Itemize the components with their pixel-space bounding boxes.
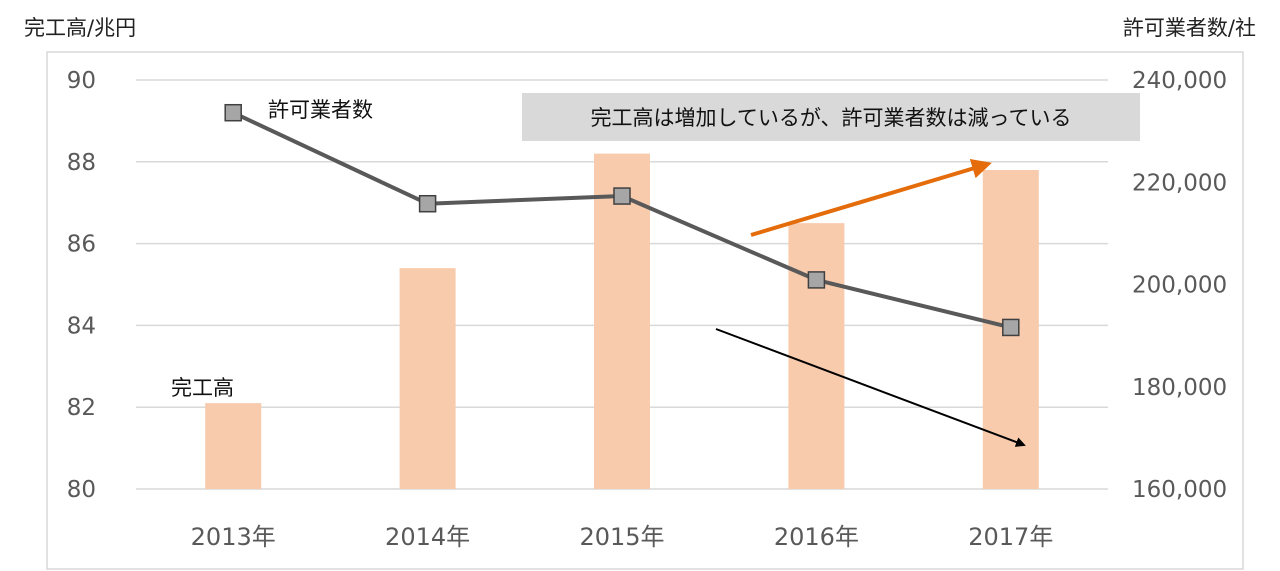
x-axis: 2013年 2014年 2015年 2016年 2017年 bbox=[191, 523, 1054, 551]
bar-series bbox=[205, 153, 1039, 490]
left-tick-label: 86 bbox=[67, 232, 96, 258]
x-tick-label: 2014年 bbox=[385, 523, 470, 551]
x-tick-label: 2016年 bbox=[774, 523, 859, 551]
left-axis: 80 82 84 86 88 90 bbox=[67, 68, 96, 503]
right-tick-label: 240,000 bbox=[1132, 68, 1227, 94]
bar bbox=[788, 223, 845, 489]
line-point bbox=[1002, 318, 1020, 337]
right-tick-label: 200,000 bbox=[1132, 273, 1227, 299]
line-point bbox=[418, 194, 437, 213]
left-tick-label: 82 bbox=[67, 395, 96, 421]
left-tick-label: 88 bbox=[67, 150, 96, 176]
line-point bbox=[224, 103, 242, 122]
line-series bbox=[224, 103, 1020, 337]
right-tick-label: 160,000 bbox=[1132, 477, 1227, 503]
x-tick-label: 2015年 bbox=[579, 523, 664, 551]
bar bbox=[594, 153, 650, 489]
left-tick-label: 80 bbox=[67, 477, 96, 503]
annotation-box bbox=[522, 93, 1140, 141]
annotation-text: 完工高は増加しているが、許可業者数は減っている bbox=[591, 106, 1072, 130]
x-tick-label: 2017年 bbox=[968, 523, 1053, 551]
right-tick-label: 220,000 bbox=[1132, 170, 1227, 196]
x-tick-label: 2013年 bbox=[191, 523, 276, 551]
bar-series-label: 完工高 bbox=[171, 376, 234, 400]
line-point bbox=[613, 187, 631, 205]
upward-trend-arrow bbox=[750, 159, 992, 237]
left-axis-title: 完工高/兆円 bbox=[24, 16, 137, 40]
left-tick-label: 90 bbox=[67, 68, 96, 94]
chart-frame bbox=[46, 51, 1244, 570]
left-tick-label: 84 bbox=[67, 313, 96, 339]
right-axis-title: 許可業者数/社 bbox=[1122, 16, 1256, 40]
downward-trend-arrow bbox=[715, 328, 1026, 447]
right-axis: 160,000 180,000 200,000 220,000 240,000 bbox=[1132, 68, 1227, 503]
bar bbox=[399, 268, 456, 489]
right-tick-label: 180,000 bbox=[1132, 375, 1227, 401]
bar bbox=[205, 403, 262, 489]
line-series-label: 許可業者数 bbox=[268, 98, 373, 122]
line-point bbox=[807, 271, 826, 289]
